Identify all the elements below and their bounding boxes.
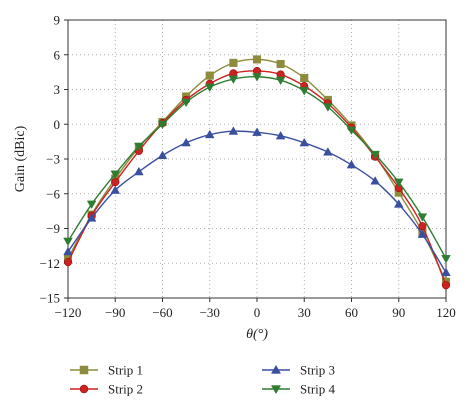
data-point-strip-1 xyxy=(205,71,214,80)
y-axis-label: Gain (dBic) xyxy=(13,125,28,192)
data-point-strip-4 xyxy=(86,200,97,210)
series-strip-3 xyxy=(63,126,451,277)
legend-label-strip-4: Strip 4 xyxy=(300,382,336,397)
data-point-strip-4 xyxy=(441,255,451,264)
data-point-strip-1 xyxy=(276,59,285,69)
data-point-strip-2 xyxy=(63,258,73,267)
legend-item-strip-3: Strip 3 xyxy=(262,363,335,378)
data-point-strip-2 xyxy=(418,222,427,231)
x-tick-label: −60 xyxy=(152,305,172,320)
data-point-strip-4 xyxy=(275,76,286,86)
data-point-strip-4 xyxy=(63,237,73,247)
data-point-strip-4 xyxy=(346,126,357,135)
data-point-strip-3 xyxy=(299,137,310,147)
data-point-strip-4 xyxy=(299,87,310,96)
legend-marker-strip-3 xyxy=(270,364,282,374)
data-point-strip-4 xyxy=(393,178,404,188)
x-tick-label: 120 xyxy=(436,305,456,320)
data-point-strip-3 xyxy=(275,130,286,140)
legend-item-strip-4: Strip 4 xyxy=(262,382,336,397)
data-point-strip-4 xyxy=(323,103,333,112)
data-point-strip-3 xyxy=(441,267,451,277)
data-point-strip-2 xyxy=(111,178,120,187)
data-point-strip-3 xyxy=(370,176,380,185)
data-point-strip-3 xyxy=(228,126,239,135)
data-point-strip-3 xyxy=(417,229,428,238)
y-tick-label: −3 xyxy=(46,152,60,167)
series-layer xyxy=(63,55,451,290)
series-strip-4 xyxy=(63,73,451,264)
data-point-strip-4 xyxy=(228,75,239,84)
legend-marker-strip-2 xyxy=(79,384,89,394)
data-point-strip-3 xyxy=(323,147,333,156)
data-point-strip-4 xyxy=(370,150,380,160)
legend-marker-strip-4 xyxy=(270,385,282,395)
data-point-strip-3 xyxy=(252,127,262,136)
y-tick-label: 3 xyxy=(54,82,61,97)
data-point-strip-3 xyxy=(181,137,191,147)
y-tick-label: −6 xyxy=(46,186,60,201)
data-point-strip-3 xyxy=(63,246,73,256)
data-point-strip-3 xyxy=(393,199,404,208)
x-tick-label: 0 xyxy=(254,305,261,320)
data-point-strip-1 xyxy=(300,73,309,82)
data-point-strip-1 xyxy=(229,58,238,67)
data-point-strip-3 xyxy=(86,213,97,222)
x-tick-label: −90 xyxy=(105,305,125,320)
x-tick-label: 30 xyxy=(298,305,311,320)
data-point-strip-4 xyxy=(204,83,215,93)
y-tick-label: 6 xyxy=(54,47,61,62)
data-point-strip-4 xyxy=(134,142,144,152)
legend-item-strip-1: Strip 1 xyxy=(70,363,143,378)
data-point-strip-3 xyxy=(110,185,121,194)
y-tick-label: −12 xyxy=(40,256,60,271)
y-tick-label: 0 xyxy=(54,117,61,132)
x-tick-label: 90 xyxy=(392,305,405,320)
data-point-strip-4 xyxy=(157,120,168,130)
data-point-strip-4 xyxy=(110,170,121,179)
legend: Strip 1 Strip 2 Strip 3 Strip 4 xyxy=(70,363,336,397)
data-point-strip-2 xyxy=(441,281,451,290)
data-point-strip-3 xyxy=(134,166,144,176)
x-axis-label: θ(°) xyxy=(246,327,268,342)
data-point-strip-3 xyxy=(157,150,168,160)
data-point-strip-3 xyxy=(204,129,215,139)
grid-lines xyxy=(68,20,446,298)
y-tick-label: −15 xyxy=(40,291,60,306)
legend-marker-strip-1 xyxy=(79,365,89,375)
x-tick-label: −120 xyxy=(55,305,82,320)
legend-item-strip-2: Strip 2 xyxy=(70,382,143,397)
data-point-strip-4 xyxy=(181,98,191,108)
legend-label-strip-2: Strip 2 xyxy=(108,382,143,397)
data-point-strip-3 xyxy=(346,159,357,169)
y-tick-label: −9 xyxy=(46,221,60,236)
x-tick-label: −30 xyxy=(200,305,220,320)
data-point-strip-4 xyxy=(252,73,262,82)
y-tick-label: 9 xyxy=(54,13,61,28)
data-point-strip-4 xyxy=(417,213,428,222)
legend-label-strip-1: Strip 1 xyxy=(108,363,143,378)
data-point-strip-1 xyxy=(252,55,262,64)
legend-label-strip-3: Strip 3 xyxy=(300,363,335,378)
x-tick-label: 60 xyxy=(345,305,358,320)
